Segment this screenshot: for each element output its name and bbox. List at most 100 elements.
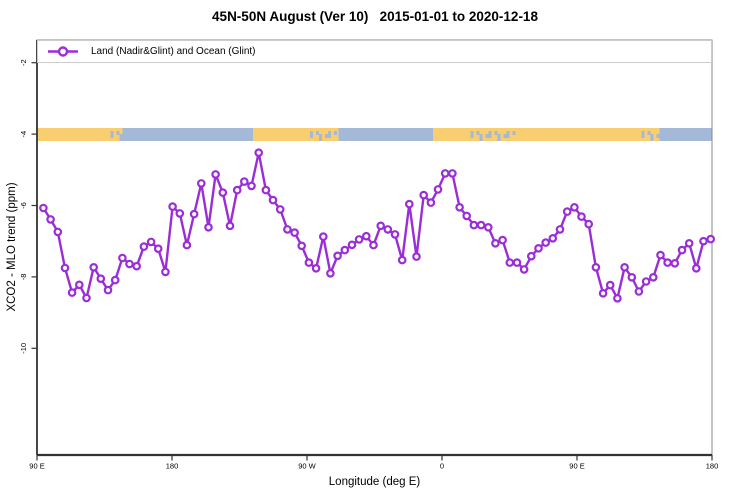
data-point xyxy=(125,259,134,269)
data-point xyxy=(483,223,493,232)
data-point xyxy=(620,262,629,272)
data-point xyxy=(512,258,522,267)
y-tick-label: -6 xyxy=(19,202,28,209)
data-point xyxy=(462,211,472,221)
data-point xyxy=(519,265,529,274)
land-ocean-strip-segment xyxy=(37,128,111,141)
data-point xyxy=(390,230,400,239)
data-point xyxy=(469,220,479,230)
x-tick-label: 90 W xyxy=(298,462,316,471)
land-ocean-strip-segment xyxy=(122,128,253,141)
land-ocean-strip-water-patch xyxy=(503,134,507,138)
data-point xyxy=(268,195,278,205)
data-point xyxy=(670,258,680,268)
land-ocean-strip-water-patch xyxy=(316,131,319,135)
y-tick-label: -10 xyxy=(19,343,28,354)
data-point xyxy=(146,237,156,247)
land-ocean-strip-water-patch xyxy=(319,134,322,141)
data-point xyxy=(75,280,84,290)
legend-label: Land (Nadir&Glint) and Ocean (Glint) xyxy=(91,46,256,57)
data-point xyxy=(53,227,63,237)
data-point xyxy=(318,232,328,241)
data-point xyxy=(562,207,572,216)
data-point xyxy=(311,263,321,273)
land-ocean-strip-water-patch xyxy=(647,131,651,135)
land-ocean-strip-water-patch xyxy=(328,131,331,138)
data-point xyxy=(684,239,694,248)
data-point xyxy=(526,251,536,261)
data-point xyxy=(82,293,91,303)
data-point xyxy=(240,177,249,186)
data-point xyxy=(369,240,378,250)
x-tick-label: 0 xyxy=(440,462,444,471)
data-point xyxy=(60,263,70,273)
data-point xyxy=(605,280,615,290)
land-ocean-strip-water-patch xyxy=(512,131,516,135)
land-ocean-strip-water-patch xyxy=(325,134,328,138)
data-point xyxy=(247,181,256,191)
land-ocean-strip-water-patch xyxy=(110,131,114,138)
data-point xyxy=(89,262,99,272)
land-ocean-strip-segment xyxy=(253,128,310,141)
data-point xyxy=(448,169,457,178)
land-ocean-strip-segment xyxy=(338,128,433,141)
land-ocean-strip-water-patch xyxy=(494,131,498,135)
data-point xyxy=(225,221,235,231)
data-point xyxy=(548,234,558,243)
data-point xyxy=(627,272,637,282)
x-tick-label: 90 E xyxy=(569,462,584,471)
x-tick-label: 180 xyxy=(166,462,179,471)
data-point xyxy=(67,288,77,297)
data-point xyxy=(570,203,579,212)
data-point xyxy=(433,185,443,194)
data-point xyxy=(641,277,651,286)
land-ocean-strip-water-patch xyxy=(488,131,492,138)
data-point xyxy=(211,170,220,179)
data-point xyxy=(103,285,113,295)
data-point xyxy=(204,223,213,232)
data-point xyxy=(161,267,170,277)
data-point xyxy=(304,258,314,267)
data-point xyxy=(491,239,500,248)
data-point xyxy=(541,238,551,247)
data-point xyxy=(110,275,120,285)
data-line xyxy=(42,151,712,300)
land-ocean-strip-water-patch xyxy=(334,131,337,135)
land-ocean-strip-segment xyxy=(515,128,642,141)
data-point xyxy=(656,250,665,260)
data-point xyxy=(39,203,48,213)
data-point xyxy=(634,287,644,296)
data-point xyxy=(498,235,507,245)
y-tick-label: -2 xyxy=(19,59,28,66)
land-ocean-strip-water-patch xyxy=(641,131,645,138)
legend-marker-icon xyxy=(48,46,78,57)
data-point xyxy=(598,288,608,298)
data-point xyxy=(699,236,708,246)
data-point xyxy=(648,272,658,282)
data-point xyxy=(577,212,586,221)
data-point xyxy=(361,231,371,241)
data-point xyxy=(376,221,386,231)
y-axis-title: XCO2 - MLO trend (ppm) xyxy=(6,182,18,312)
data-point xyxy=(168,202,177,211)
data-point xyxy=(505,258,515,267)
data-point xyxy=(555,225,565,234)
data-point xyxy=(383,225,393,234)
data-point xyxy=(419,190,429,200)
chart-title: 45N-50N August (Ver 10) 2015-01-01 to 20… xyxy=(212,9,538,24)
data-point xyxy=(46,215,55,224)
data-point xyxy=(326,268,335,278)
data-point xyxy=(175,209,185,218)
data-point xyxy=(691,263,701,273)
data-point xyxy=(663,258,672,267)
land-ocean-strip-water-patch xyxy=(310,131,313,138)
data-point xyxy=(96,274,106,284)
land-ocean-strip-water-patch xyxy=(470,131,474,138)
land-ocean-strip-water-patch xyxy=(506,131,510,138)
data-point xyxy=(706,234,716,244)
land-ocean-strip-segment xyxy=(659,128,712,141)
data-point xyxy=(397,255,407,265)
y-tick-label: -4 xyxy=(19,131,28,138)
data-point xyxy=(197,179,206,188)
